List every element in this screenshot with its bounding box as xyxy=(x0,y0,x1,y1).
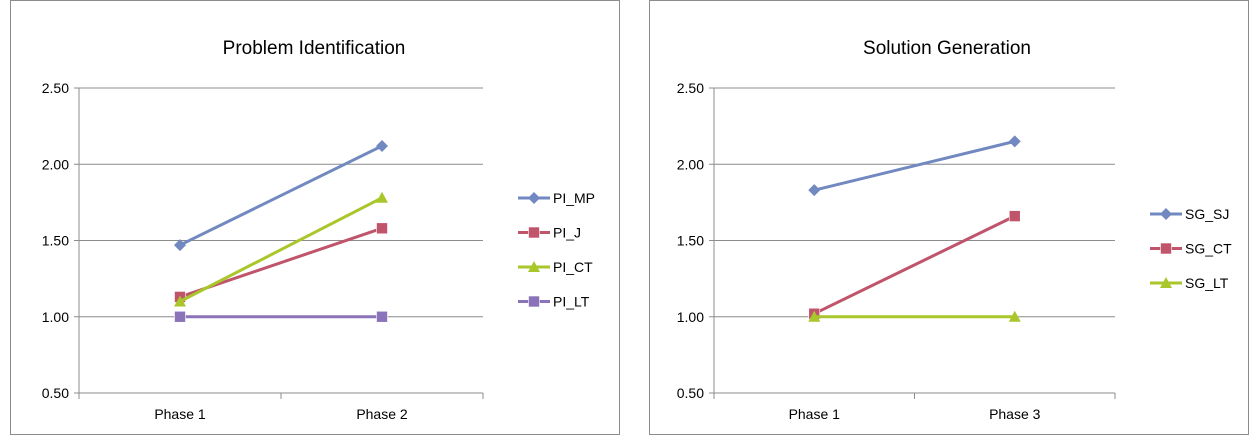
legend-label: PI_CT xyxy=(553,259,593,275)
legend-item: SG_CT xyxy=(1150,241,1232,257)
legend-item: SG_LT xyxy=(1150,275,1229,291)
y-tick-label: 1.50 xyxy=(42,233,69,249)
series-PI_LT xyxy=(174,310,388,323)
y-tick-label: 0.50 xyxy=(677,385,704,401)
legend-item: PI_MP xyxy=(518,190,595,206)
series-SG_CT xyxy=(808,210,1021,320)
legend-item: PI_J xyxy=(518,225,581,241)
legend-label: SG_CT xyxy=(1185,241,1232,257)
legend-item: PI_LT xyxy=(518,294,590,310)
data-point xyxy=(808,310,821,322)
chart-svg: Solution Generation 0.50 1.00 1.50 2.00 2.50 P… xyxy=(677,38,1232,422)
legend-label: PI_J xyxy=(553,225,581,241)
legend-label: PI_LT xyxy=(553,294,590,310)
data-point xyxy=(1008,135,1021,148)
data-point xyxy=(376,139,388,152)
data-point xyxy=(808,184,821,197)
legend-marker xyxy=(528,295,540,308)
data-point xyxy=(1008,310,1021,322)
y-tick-label: 2.00 xyxy=(42,156,69,172)
legend-item: PI_CT xyxy=(518,259,593,275)
data-point xyxy=(174,310,186,323)
chart-title: Problem Identification xyxy=(223,38,406,59)
y-tick-label: 1.50 xyxy=(677,233,704,249)
series-line xyxy=(179,144,383,247)
x-tick-label: Phase 2 xyxy=(356,406,408,422)
series-line xyxy=(179,196,383,303)
legend-marker xyxy=(1160,208,1172,220)
data-point xyxy=(174,295,186,307)
legend-label: PI_MP xyxy=(553,190,595,206)
y-tick-label: 0.50 xyxy=(42,385,69,401)
series-PI_J xyxy=(174,222,388,303)
data-point xyxy=(174,239,186,252)
series-SG_LT xyxy=(808,310,1021,322)
series-line xyxy=(813,214,1016,316)
y-tick-label: 1.00 xyxy=(42,309,69,325)
data-point xyxy=(376,191,388,203)
chart-panel-solution-generation: Solution Generation 0.50 1.00 1.50 2.00 2.50 P… xyxy=(649,0,1249,435)
legend-marker xyxy=(1160,277,1172,288)
legend-marker xyxy=(1160,242,1172,255)
x-tick-label: Phase 1 xyxy=(789,406,841,422)
series-PI_MP xyxy=(174,139,388,252)
data-point xyxy=(1008,210,1021,222)
series-SG_SJ xyxy=(808,135,1021,197)
y-tick-label: 2.50 xyxy=(42,80,69,96)
legend-marker xyxy=(528,192,540,204)
data-point xyxy=(376,222,388,235)
chart-title: Solution Generation xyxy=(863,38,1031,59)
y-tick-label: 1.00 xyxy=(677,309,704,325)
chart-svg: Problem Identification 0.50 1.00 1.50 2.00 2.… xyxy=(42,38,595,422)
legend-marker xyxy=(528,261,540,272)
chart-panel-problem-identification: Problem Identification 0.50 1.00 1.50 2.00 2.… xyxy=(10,0,620,435)
legend-marker xyxy=(528,226,540,239)
series-line xyxy=(813,139,1016,192)
legend-label: SG_SJ xyxy=(1185,206,1229,222)
y-tick-label: 2.00 xyxy=(677,156,704,172)
y-tick-label: 2.50 xyxy=(677,80,704,96)
legend-label: SG_LT xyxy=(1185,275,1229,291)
series-PI_CT xyxy=(174,191,388,307)
data-point xyxy=(376,310,388,323)
x-tick-label: Phase 1 xyxy=(154,406,206,422)
legend-item: SG_SJ xyxy=(1150,206,1229,222)
x-tick-label: Phase 3 xyxy=(989,406,1041,422)
